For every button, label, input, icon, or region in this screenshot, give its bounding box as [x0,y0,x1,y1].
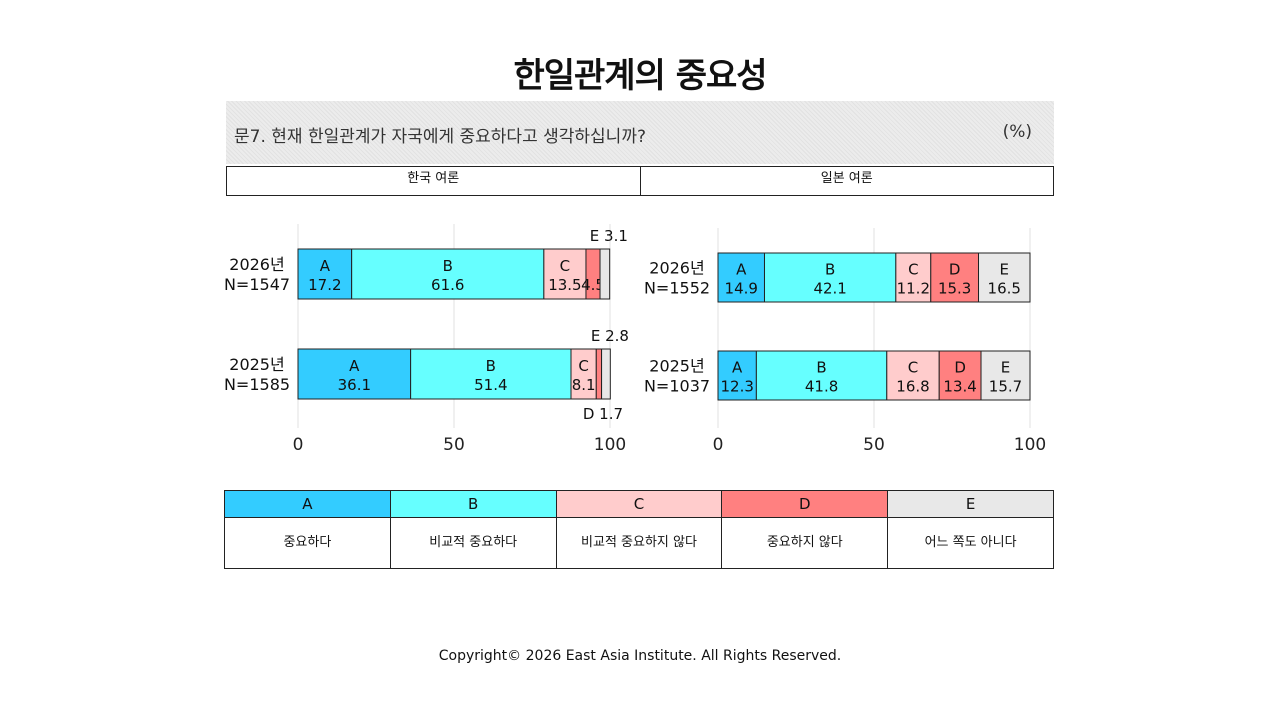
segment-key-label: C [908,359,918,377]
row-label-year: 2026년 [649,259,704,278]
legend-label-c: 비교적 중요하지 않다 [581,535,697,550]
bar-segment [601,348,611,400]
legend-key-c: C [556,491,722,518]
segment-key-label: C [908,261,918,279]
row-label-n: N=1037 [644,377,710,396]
row-label-year: 2026년 [229,255,284,274]
segment-key-label: D [954,359,966,377]
x-tick-label: 0 [293,435,304,455]
bar-segment [351,248,545,300]
segment-key-label: D [949,261,961,279]
data-label: 15.7 [989,378,1022,396]
x-tick-label: 100 [1014,435,1046,455]
segment-key-label: B [816,359,826,377]
korea-panel-header: 한국 여론 [227,167,641,195]
data-label: 13.4 [943,378,976,396]
legend-label-e: 어느 쪽도 아니다 [924,535,1017,550]
legend-key-a: A [225,491,390,518]
data-label: 15.3 [938,280,971,298]
data-label: E 2.8 [591,327,629,345]
row-label-year: 2025년 [649,357,704,376]
legend-item-c: C 비교적 중요하지 않다 [556,491,723,568]
data-label: 36.1 [338,376,371,394]
legend-table: A 중요하다 B 비교적 중요하다 C 비교적 중요하지 않다 D 중요하지 않… [224,490,1054,569]
legend-key-d: D [722,491,888,518]
row-label-n: N=1547 [224,275,290,294]
data-label: 61.6 [431,276,464,294]
copyright-text: Copyright© 2026 East Asia Institute. All… [438,648,842,664]
legend-item-e: E 어느 쪽도 아니다 [888,491,1053,568]
japan-panel-header: 일본 여론 [820,171,873,186]
legend-label-a: 중요하다 [283,535,332,550]
segment-key-label: C [578,357,588,375]
bar-segment [886,350,940,401]
bar-segment [717,252,765,303]
x-tick-label: 50 [863,435,885,455]
data-label: 8.1 [572,376,596,394]
unit-label: (%) [1002,122,1032,142]
bar-segment [599,248,611,300]
bar-segment [717,350,757,401]
legend-item-a: A 중요하다 [225,491,391,568]
panel-header: 한국 여론 일본 여론 [226,166,1054,196]
data-label: E 3.1 [590,227,628,245]
data-label: 16.5 [988,280,1021,298]
segment-key-label: B [825,261,835,279]
legend-key-b: B [390,491,556,518]
segment-key-label: B [443,257,453,275]
row-label-n: N=1585 [224,375,290,394]
segment-key-label: A [736,261,747,279]
row-label-year: 2025년 [229,355,284,374]
legend-item-d: D 중요하지 않다 [722,491,889,568]
data-label: 4.5 [581,276,605,294]
page-title: 한일관계의 중요성 [513,56,767,96]
segment-key-label: A [732,359,743,377]
bar-segment [570,348,597,400]
bar-segment [930,252,980,303]
x-tick-label: 0 [713,435,724,455]
data-label: 11.2 [897,280,930,298]
bar-segment [297,348,412,400]
x-tick-label: 100 [594,435,626,455]
legend-key-e: E [888,491,1053,518]
data-label: 17.2 [308,276,341,294]
segment-key-label: A [349,357,360,375]
bar-segment [755,350,888,401]
bar-segment [297,248,353,300]
row-label-n: N=1552 [644,279,710,298]
bar-segment [595,348,603,400]
data-label: 16.8 [896,378,929,396]
data-label: 14.9 [725,280,758,298]
data-label: D 1.7 [583,405,623,423]
legend-label-d: 중요하지 않다 [766,535,843,550]
bar-segment [763,252,897,303]
data-label: 42.1 [813,280,846,298]
legend-label-b: 비교적 중요하다 [429,535,518,550]
segment-key-label: E [1000,261,1009,279]
bar-segment [410,348,572,400]
bar-segment [543,248,587,300]
segment-key-label: A [320,257,331,275]
legend-item-b: B 비교적 중요하다 [390,491,557,568]
bar-segment [938,350,982,401]
question-box: 문7. 현재 한일관계가 자국에게 중요하다고 생각하십니까? (%) [226,101,1054,164]
bar-segment [978,252,1031,303]
data-label: 51.4 [474,376,507,394]
data-label: 41.8 [805,378,838,396]
x-tick-label: 50 [443,435,465,455]
data-label: 13.5 [548,276,581,294]
segment-key-label: B [486,357,496,375]
bar-segment [980,350,1031,401]
segment-key-label: E [1001,359,1010,377]
data-label: 12.3 [720,378,753,396]
question-text: 문7. 현재 한일관계가 자국에게 중요하다고 생각하십니까? [234,127,646,147]
segment-key-label: C [560,257,570,275]
